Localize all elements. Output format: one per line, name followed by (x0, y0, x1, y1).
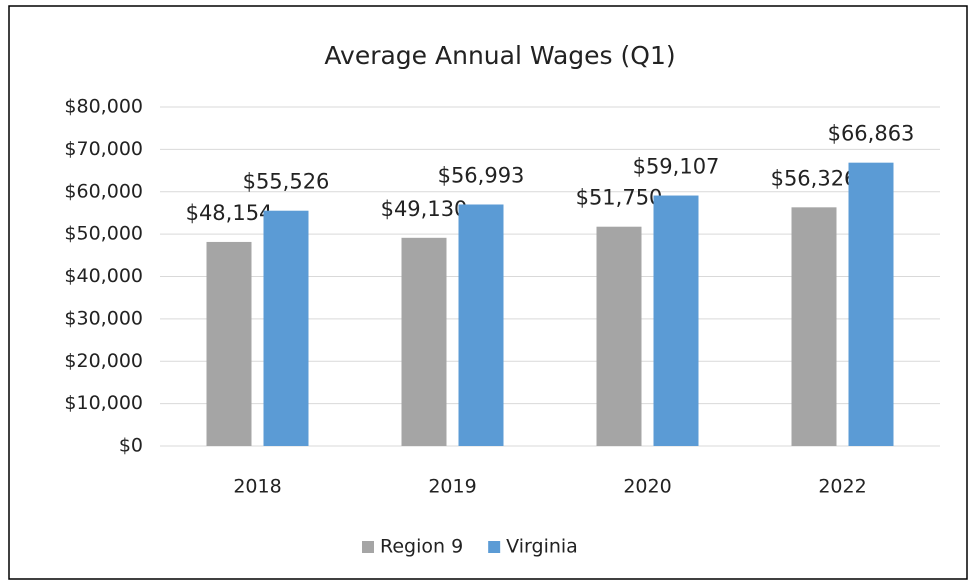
legend-swatch (488, 541, 501, 553)
value-label: $48,154 (186, 201, 273, 225)
value-label: $49,130 (381, 197, 468, 221)
value-label: $51,750 (576, 186, 663, 210)
bar (848, 162, 894, 446)
value-label: $56,326 (771, 166, 858, 190)
y-tick-label: $60,000 (64, 180, 143, 202)
bar (653, 195, 699, 446)
x-tick-label: 2022 (818, 476, 866, 498)
bar (206, 241, 252, 446)
x-tick-label: 2019 (428, 476, 476, 498)
y-tick-label: $30,000 (64, 307, 143, 329)
value-label: $55,526 (243, 170, 330, 194)
chart-title: Average Annual Wages (Q1) (324, 41, 675, 70)
bar (791, 207, 837, 446)
y-tick-label: $0 (119, 435, 143, 457)
legend-label: Virginia (506, 536, 578, 558)
legend-swatch (362, 541, 374, 553)
bar (596, 226, 642, 446)
value-label: $56,993 (438, 163, 525, 187)
y-tick-label: $20,000 (64, 350, 143, 372)
y-tick-label: $70,000 (64, 138, 143, 160)
bar (458, 204, 504, 446)
value-label: $66,863 (828, 122, 915, 146)
bar (401, 237, 447, 446)
x-tick-label: 2018 (233, 476, 281, 498)
legend-label: Region 9 (380, 536, 463, 558)
y-tick-label: $50,000 (64, 223, 143, 245)
y-tick-label: $40,000 (64, 265, 143, 287)
y-tick-label: $10,000 (64, 392, 143, 414)
value-label: $59,107 (633, 155, 720, 179)
y-tick-label: $80,000 (64, 96, 143, 118)
bar (263, 210, 309, 446)
x-tick-label: 2020 (623, 476, 671, 498)
